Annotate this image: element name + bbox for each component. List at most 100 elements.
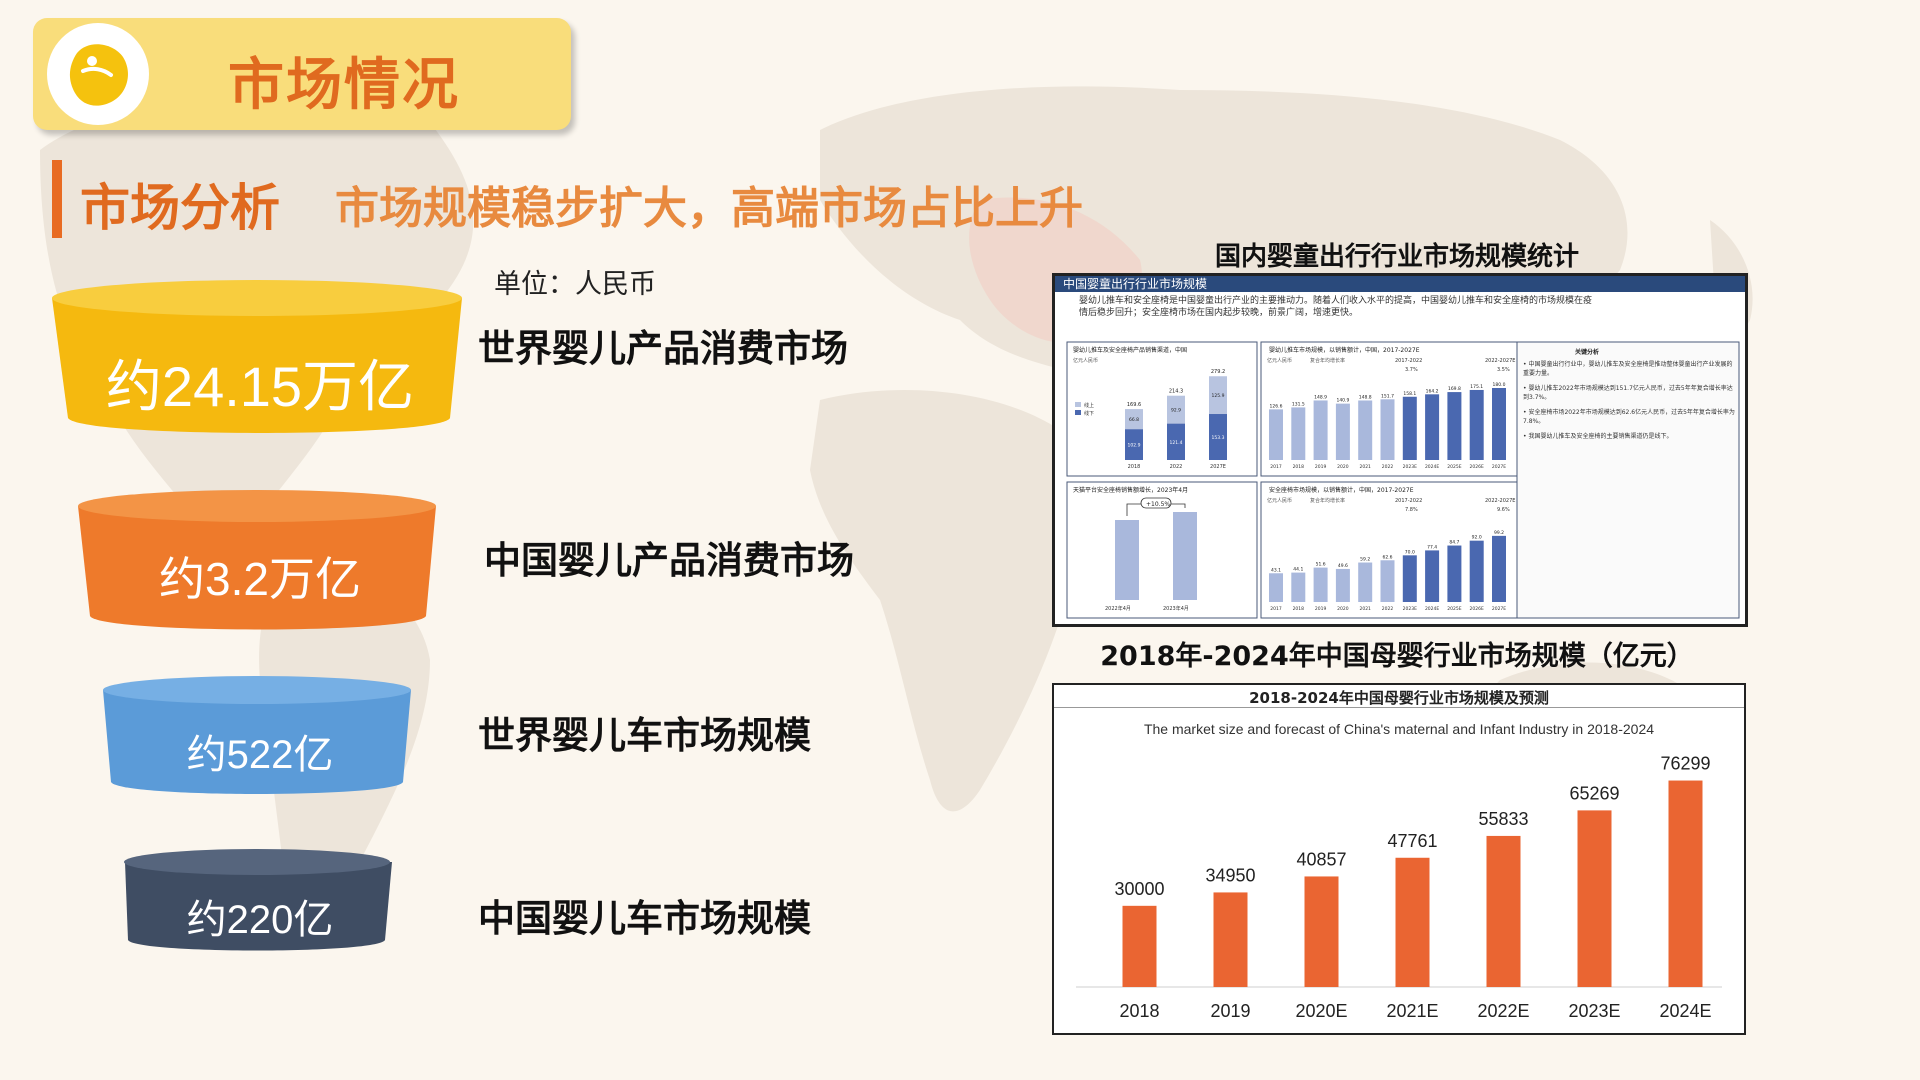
funnel-label-2: 中国婴儿产品消费市场 xyxy=(484,539,854,582)
panel-b-bars: 126.6 2017 131.5 2018 148.9 2019 140.9 2020 148.… xyxy=(1269,382,1506,470)
panel-d-category: 2017 xyxy=(1270,606,1282,612)
panel-b-cagr-label: 复合年均增长率 xyxy=(1310,357,1345,364)
panel-d-bar xyxy=(1291,572,1306,602)
panel-d-category: 2024E xyxy=(1425,606,1439,612)
panel-a-online-bar xyxy=(1209,376,1227,415)
panel-d-category: 2022 xyxy=(1382,606,1394,612)
panel-b-bar xyxy=(1447,392,1462,460)
chart-bar-2020E xyxy=(1304,876,1339,987)
report-banner: 中国婴童出行行业市场规模 xyxy=(1063,276,1207,291)
panel-a-title: 婴幼儿推车及安全座椅产品销售渠道，中国 xyxy=(1073,346,1187,354)
bean-logo-icon xyxy=(69,44,128,106)
panel-c-cat-2: 2023年4月 xyxy=(1163,605,1189,612)
funnel-label-4: 中国婴儿车市场规模 xyxy=(478,897,811,940)
funnel-value-1: 约24.15万亿 xyxy=(105,355,415,418)
panel-d-value: 44.1 xyxy=(1293,567,1303,573)
chart-bar-2022E xyxy=(1486,835,1521,987)
panel-a-total-label: 279.2 xyxy=(1211,369,1225,375)
panel-b-category: 2020 xyxy=(1337,464,1349,470)
funnel-layer-1 xyxy=(52,280,462,433)
chart-value-label: 30000 xyxy=(1114,879,1164,899)
page-title: 市场情况 xyxy=(228,53,460,118)
legend-online-swatch xyxy=(1075,402,1081,407)
panel-b-category: 2024E xyxy=(1425,464,1439,470)
chart-bar-2023E xyxy=(1577,810,1612,987)
panel-b-bar xyxy=(1469,389,1484,460)
panel-d-bar xyxy=(1313,567,1328,602)
panel-d-category: 2026E xyxy=(1470,606,1484,612)
panel-b-value: 169.8 xyxy=(1448,386,1461,392)
panel-d-unit: 亿元人民币 xyxy=(1267,497,1292,504)
panel-b-category: 2025E xyxy=(1447,464,1461,470)
chart-subtitle: The market size and forecast of China's … xyxy=(1143,721,1655,737)
legend-online: 线上 xyxy=(1084,402,1094,409)
panel-a-category: 2022 xyxy=(1170,464,1183,470)
panel-d-value: 62.6 xyxy=(1382,554,1392,560)
panel-d-value: 49.6 xyxy=(1338,563,1348,569)
funnel-layer-2 xyxy=(78,490,436,630)
panel-b-category: 2021 xyxy=(1359,464,1371,470)
panel-b-category: 2026E xyxy=(1470,464,1484,470)
section-subtitle: 市场规模稳步扩大，高端市场占比上升 xyxy=(335,183,1083,234)
market-funnel xyxy=(52,280,462,951)
chart-category-label: 2020E xyxy=(1295,1001,1347,1021)
panel-b-value: 126.6 xyxy=(1270,403,1283,409)
panel-d-value: 92.0 xyxy=(1472,535,1482,541)
panel-b-value: 131.5 xyxy=(1292,401,1305,407)
panel-d-period2: 2022-2027E xyxy=(1485,498,1515,504)
panel-a-offline-bar xyxy=(1167,423,1185,460)
panel-d-bar xyxy=(1447,545,1462,602)
panel-d-bar xyxy=(1492,535,1506,602)
panel-b-bar xyxy=(1313,400,1328,460)
key-analysis-point: • 安全座椅市场2022年市场规模达到62.6亿元人民币，过去5年年复合增长率为… xyxy=(1523,409,1735,425)
funnel-value-4: 约220亿 xyxy=(186,898,334,942)
key-analysis-point: • 婴幼儿推车2022年市场规模达到151.7亿元人民币，过去5年年复合增长率达… xyxy=(1523,385,1733,401)
panel-b-value: 151.7 xyxy=(1381,393,1394,399)
market-size-chart: 2018-2024年中国母婴行业市场规模及预测 The market size … xyxy=(1052,683,1746,1035)
panel-d-category: 2021 xyxy=(1359,606,1371,612)
panel-d-value: 59.2 xyxy=(1360,557,1370,563)
report-intro: 婴幼儿推车和安全座椅是中国婴童出行产业的主要推动力。随着人们收入水平的提高，中国… xyxy=(1079,296,1593,318)
panel-a-offline-bar xyxy=(1125,429,1143,460)
panel-d-cagr-label: 复合年均增长率 xyxy=(1310,497,1345,504)
panel-c-title: 天猫平台安全座椅销售额增长，2023年4月 xyxy=(1073,486,1188,494)
panel-d-category: 2023E xyxy=(1403,606,1417,612)
panel-d-value: 51.6 xyxy=(1316,562,1326,568)
panel-d-title: 安全座椅市场规模，以销售额计，中国，2017-2027E xyxy=(1269,486,1414,494)
chart-value-label: 34950 xyxy=(1205,865,1255,885)
panel-d-bar xyxy=(1380,560,1395,602)
panel-b-value: 148.8 xyxy=(1359,394,1372,400)
chart-heading: 2018年-2024年中国母婴行业市场规模（亿元） xyxy=(1100,641,1694,672)
panel-a-offline-bar xyxy=(1209,414,1227,460)
chart-value-label: 40857 xyxy=(1296,849,1346,869)
panel-d-bar xyxy=(1358,562,1373,602)
legend-offline-swatch xyxy=(1075,410,1081,415)
chart-bar-2018 xyxy=(1122,905,1157,987)
panel-b-bar xyxy=(1402,396,1417,460)
chart-bar-2019 xyxy=(1213,892,1248,987)
panel-d-value: 99.2 xyxy=(1494,530,1504,536)
panel-c-growth-badge xyxy=(1140,497,1172,509)
panel-b-category: 2022 xyxy=(1382,464,1394,470)
panel-b-unit: 亿元人民币 xyxy=(1267,357,1292,364)
panel-b-value: 180.0 xyxy=(1493,382,1506,388)
chart-bar-2024E xyxy=(1668,780,1703,987)
panel-b-value: 140.9 xyxy=(1336,398,1349,404)
panel-a-frame xyxy=(1066,341,1258,477)
panel-c-growth: +10.5% xyxy=(1146,501,1170,508)
panel-b-period2: 2022-2027E xyxy=(1485,358,1515,364)
panel-d-bars: 43.1 2017 44.1 2018 51.6 2019 49.6 2020 59.2 2021… xyxy=(1269,530,1506,612)
chart-category-label: 2023E xyxy=(1568,1001,1620,1021)
funnel-value-3: 约522亿 xyxy=(186,733,334,777)
chart-category-label: 2022E xyxy=(1477,1001,1529,1021)
panel-a-category: 2027E xyxy=(1210,464,1226,470)
chart-category-label: 2019 xyxy=(1210,1001,1250,1021)
funnel-layer-4 xyxy=(124,849,392,951)
key-analysis-box: • 中国婴童出行行业中，婴幼儿推车及安全座椅是推动整体婴童出行产业发展的重要力量… xyxy=(1523,361,1735,440)
chart-category-label: 2021E xyxy=(1386,1001,1438,1021)
panel-a-offline-label: 102.9 xyxy=(1128,443,1141,449)
panel-d-value: 43.1 xyxy=(1271,567,1281,573)
panel-b-category: 2017 xyxy=(1270,464,1282,470)
panel-b-value: 175.1 xyxy=(1470,384,1483,390)
panel-a-category: 2018 xyxy=(1128,464,1141,470)
